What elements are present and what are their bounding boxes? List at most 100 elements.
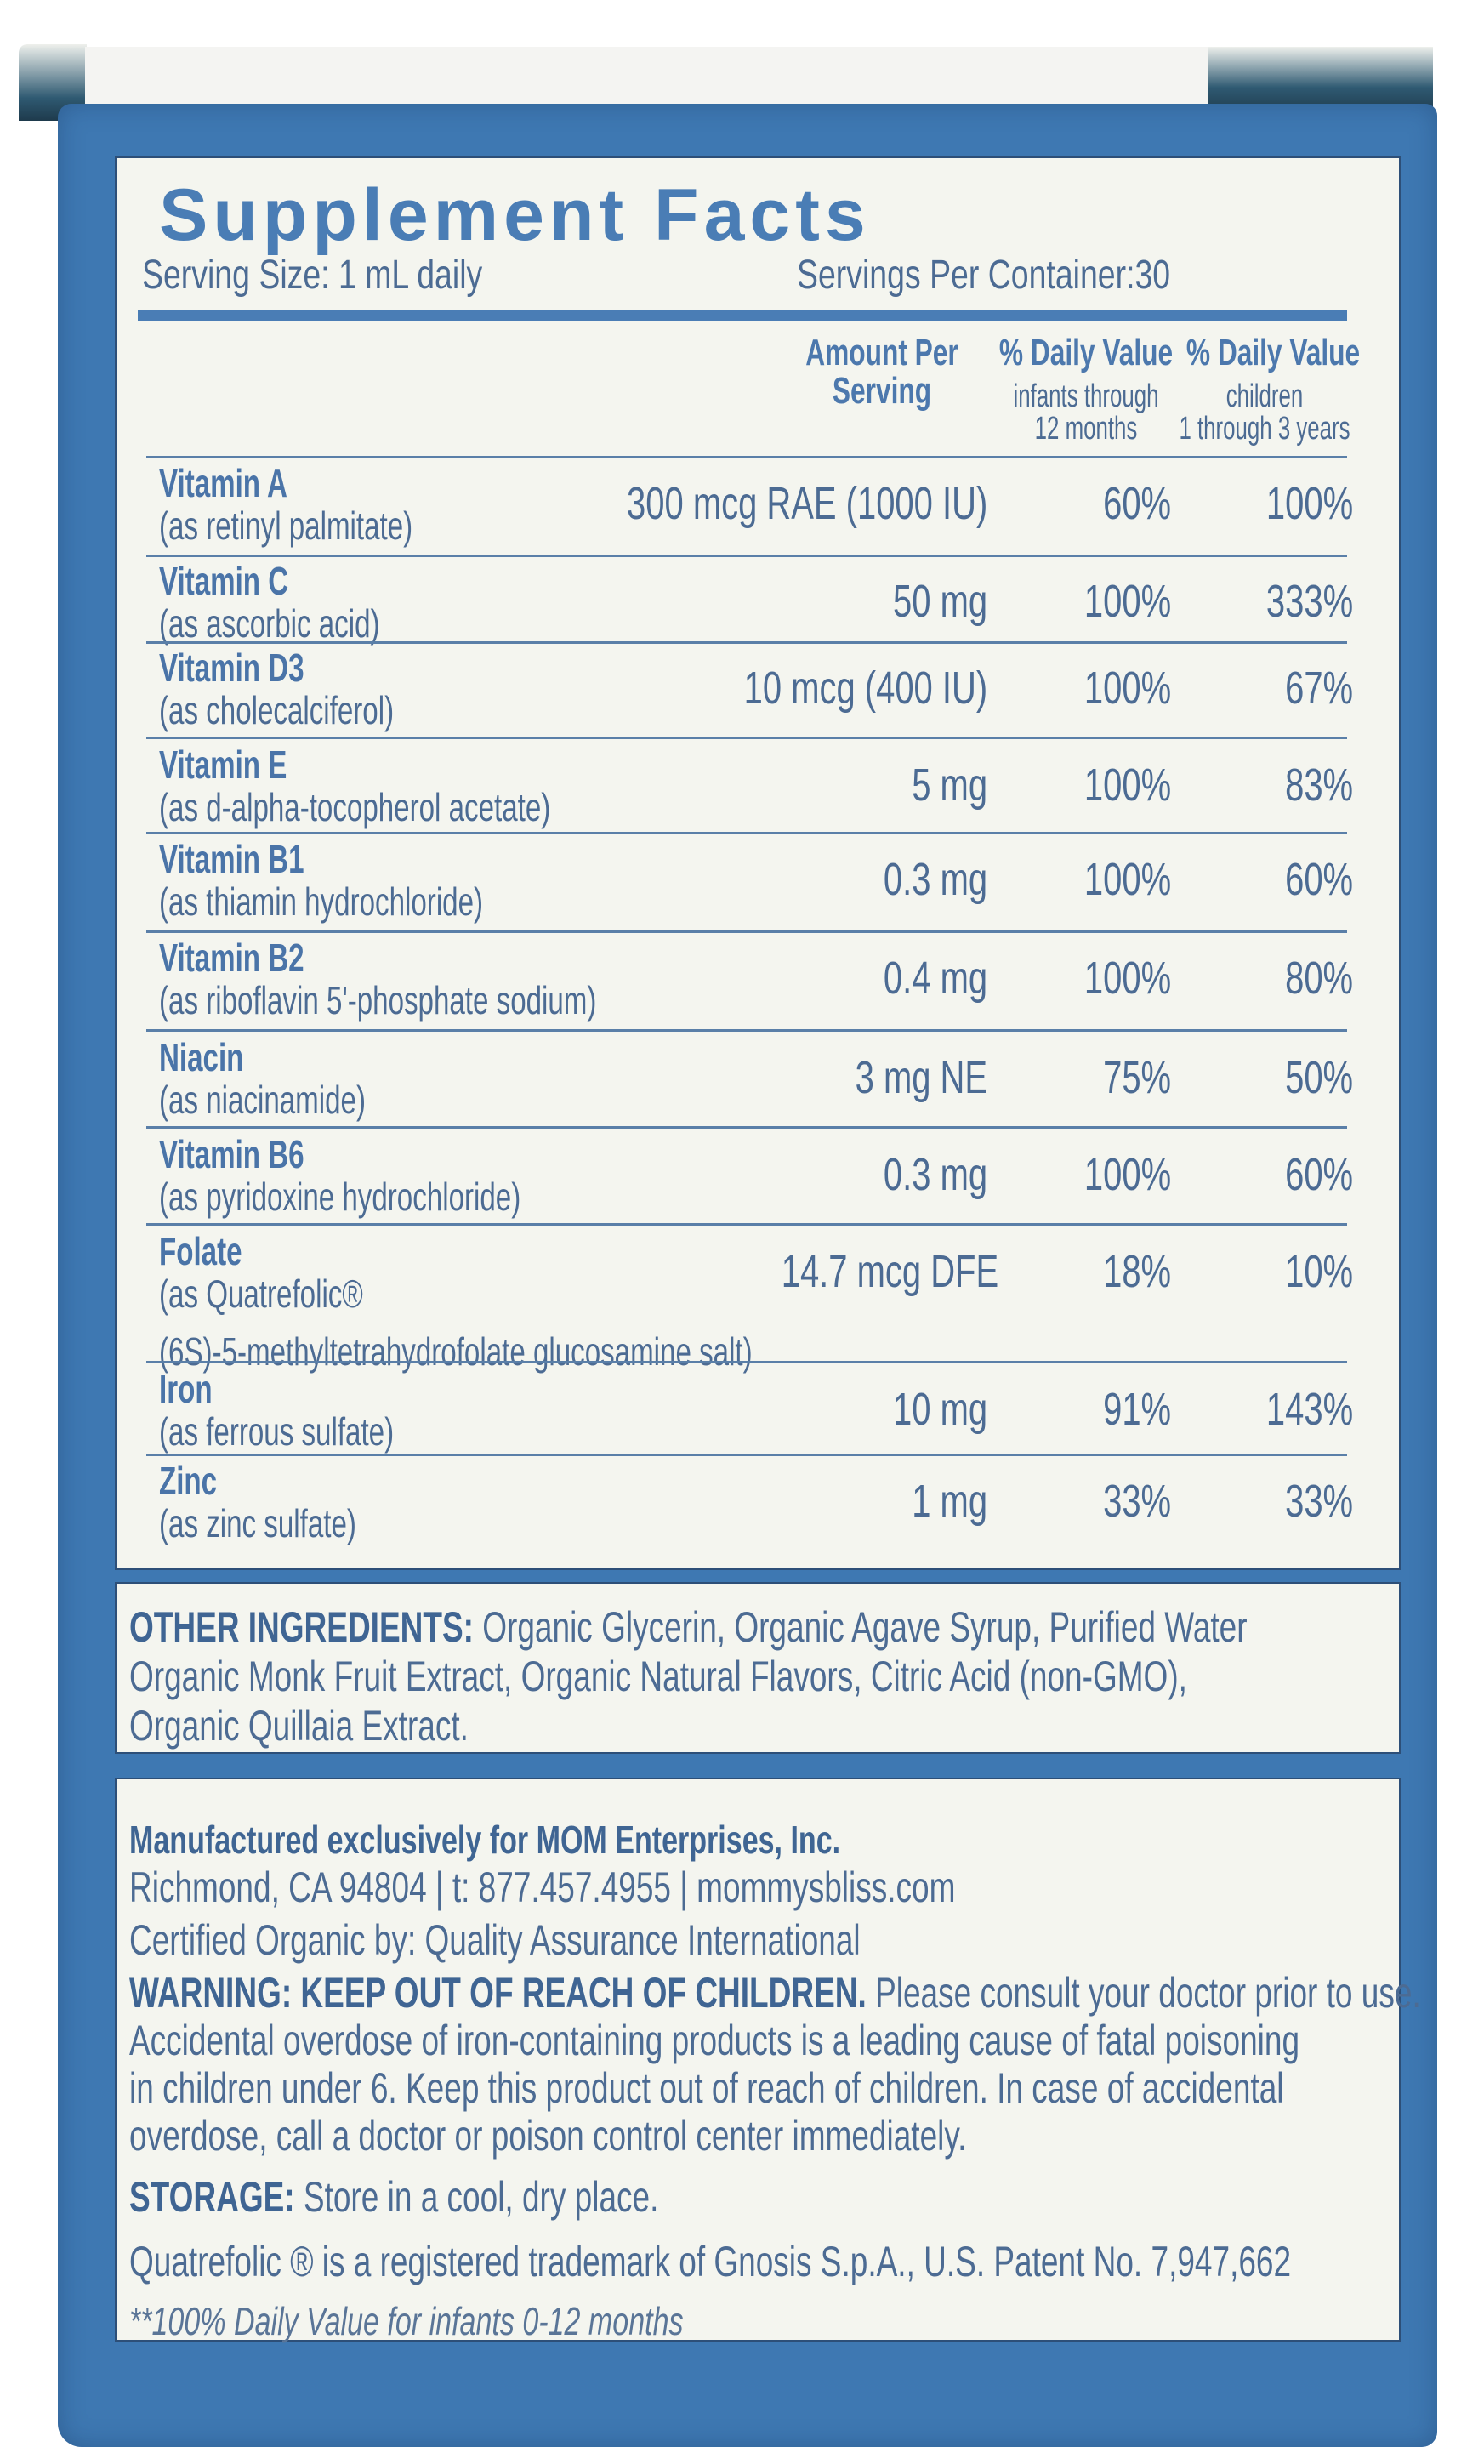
nutrient-dv-child: 333%	[1265, 576, 1353, 627]
nutrient-dv-infant: 100%	[1083, 760, 1171, 811]
col-header-amount-2: Serving	[832, 370, 932, 412]
nutrient-amount: 0.3 mg	[883, 1149, 987, 1200]
nutrient-dv-child: 60%	[1285, 854, 1353, 905]
serving-size: Serving Size: 1 mL daily	[142, 253, 483, 298]
thick-divider	[138, 310, 1347, 321]
supplement-facts-panel: Supplement Facts Serving Size: 1 mL dail…	[115, 156, 1401, 1570]
other-ingredients-line2: Organic Monk Fruit Extract, Organic Natu…	[129, 1653, 1187, 1700]
nutrient-name: Folate	[159, 1229, 242, 1273]
col-header-dv-infant-sub1: infants through	[1013, 378, 1159, 414]
row-divider	[146, 1361, 1347, 1363]
nutrient-name: Vitamin A	[159, 461, 287, 505]
servings-per-container: Servings Per Container:30	[797, 253, 1171, 298]
row-divider	[146, 832, 1347, 834]
nutrient-dv-child: 10%	[1285, 1246, 1353, 1297]
nutrient-name: Zinc	[159, 1459, 218, 1503]
nutrient-dv-child: 67%	[1285, 663, 1353, 714]
nutrient-dv-child: 83%	[1285, 760, 1353, 811]
nutrient-name: Vitamin B1	[159, 837, 304, 881]
nutrient-name: Vitamin E	[159, 743, 287, 787]
certified-organic-line: Certified Organic by: Quality Assurance …	[129, 1916, 861, 1964]
col-header-dv-child: % Daily Value	[1185, 332, 1361, 373]
row-divider	[146, 1454, 1347, 1456]
nutrient-dv-infant: 100%	[1083, 1149, 1171, 1200]
warning-heading: WARNING: KEEP OUT OF REACH OF CHILDREN.	[129, 1969, 867, 2017]
other-ingredients-line1: OTHER INGREDIENTS: Organic Glycerin, Org…	[129, 1602, 1248, 1652]
nutrient-dv-child: 60%	[1285, 1149, 1353, 1200]
nutrient-dv-infant: 100%	[1083, 663, 1171, 714]
storage-line: STORAGE: Store in a cool, dry place.	[129, 2172, 658, 2222]
nutrient-source: (as cholecalciferol)	[159, 688, 395, 732]
nutrient-amount: 0.4 mg	[883, 953, 987, 1004]
manufacturer-info-panel: Manufactured exclusively for MOM Enterpr…	[115, 1778, 1421, 2343]
other-ingredients-panel: OTHER INGREDIENTS: Organic Glycerin, Org…	[115, 1582, 1401, 1754]
nutrient-source-line2: (6S)-5-methyltetrahydrofolate glucosamin…	[159, 1329, 753, 1374]
nutrient-amount: 300 mcg RAE (1000 IU)	[626, 478, 987, 529]
nutrient-source: (as pyridoxine hydrochloride)	[159, 1175, 521, 1219]
nutrient-dv-infant: 33%	[1103, 1476, 1171, 1527]
nutrient-dv-child: 50%	[1285, 1052, 1353, 1103]
storage-text: Store in a cool, dry place.	[294, 2173, 659, 2221]
nutrient-amount: 50 mg	[892, 576, 987, 627]
nutrient-source: (as zinc sulfate)	[159, 1501, 356, 1545]
col-header-dv-child-sub1: children	[1225, 378, 1304, 414]
row-divider	[146, 641, 1347, 644]
nutrient-dv-child: 143%	[1265, 1384, 1353, 1435]
supplement-facts-title: Supplement Facts	[159, 174, 871, 256]
nutrient-dv-infant: 91%	[1103, 1384, 1171, 1435]
nutrient-dv-infant: 100%	[1083, 854, 1171, 905]
row-divider	[146, 1029, 1347, 1032]
nutrient-name: Vitamin D3	[159, 646, 304, 690]
nutrient-amount: 5 mg	[912, 760, 987, 811]
col-header-dv-child-sub2: 1 through 3 years	[1179, 411, 1350, 447]
other-ingredients-heading: OTHER INGREDIENTS:	[129, 1603, 474, 1651]
contact-line: Richmond, CA 94804 | t: 877.457.4955 | m…	[129, 1864, 956, 1911]
manufacturer-line: Manufactured exclusively for MOM Enterpr…	[129, 1818, 841, 1862]
col-header-dv-infant: % Daily Value	[998, 332, 1174, 373]
nutrient-dv-infant: 18%	[1103, 1246, 1171, 1297]
warning-text: Please consult your doctor prior to use.	[866, 1969, 1421, 2017]
nutrient-name: Niacin	[159, 1035, 244, 1079]
row-divider	[146, 1223, 1347, 1226]
nutrient-dv-child: 33%	[1285, 1476, 1353, 1527]
nutrient-name: Vitamin C	[159, 559, 289, 603]
header-divider	[146, 456, 1347, 458]
storage-heading: STORAGE:	[129, 2173, 295, 2221]
nutrient-amount: 10 mcg (400 IU)	[743, 663, 987, 714]
footnote: **100% Daily Value for infants 0-12 mont…	[129, 2299, 684, 2343]
trademark-line: Quatrefolic ® is a registered trademark …	[129, 2238, 1292, 2285]
row-divider	[146, 737, 1347, 739]
nutrient-source: (as niacinamide)	[159, 1078, 366, 1122]
nutrient-source: (as riboflavin 5'-phosphate sodium)	[159, 978, 597, 1022]
nutrient-name: Vitamin B2	[159, 936, 304, 980]
nutrient-dv-child: 80%	[1285, 953, 1353, 1004]
nutrient-dv-infant: 75%	[1103, 1052, 1171, 1103]
col-header-amount-1: Amount Per	[805, 332, 958, 373]
nutrient-amount: 1 mg	[912, 1476, 987, 1527]
nutrient-amount: 3 mg NE	[855, 1052, 987, 1103]
other-ingredients-text: Organic Glycerin, Organic Agave Syrup, P…	[473, 1603, 1248, 1651]
box-flap-top	[85, 47, 1208, 115]
nutrient-dv-child: 100%	[1265, 478, 1353, 529]
nutrient-source: (as ascorbic acid)	[159, 601, 380, 646]
nutrient-source: (as d-alpha-tocopherol acetate)	[159, 785, 551, 829]
nutrient-dv-infant: 60%	[1103, 478, 1171, 529]
nutrient-name: Vitamin B6	[159, 1132, 304, 1176]
nutrient-source: (as Quatrefolic®	[159, 1272, 363, 1316]
nutrient-amount: 10 mg	[892, 1384, 987, 1435]
row-divider	[146, 930, 1347, 933]
row-divider	[146, 1126, 1347, 1129]
box-flap-right	[1208, 47, 1433, 115]
col-header-dv-infant-sub2: 12 months	[1034, 411, 1138, 447]
nutrient-amount: 0.3 mg	[883, 854, 987, 905]
row-divider	[146, 555, 1347, 557]
warning-line3: in children under 6. Keep this product o…	[129, 2064, 1284, 2112]
warning-line1: WARNING: KEEP OUT OF REACH OF CHILDREN. …	[129, 1968, 1421, 2017]
warning-line4: overdose, call a doctor or poison contro…	[129, 2112, 967, 2160]
nutrient-dv-infant: 100%	[1083, 576, 1171, 627]
warning-line2: Accidental overdose of iron-containing p…	[129, 2017, 1300, 2064]
nutrient-source: (as retinyl palmitate)	[159, 504, 413, 548]
nutrient-dv-infant: 100%	[1083, 953, 1171, 1004]
nutrient-amount: 14.7 mcg DFE	[781, 1246, 998, 1297]
nutrient-name: Iron	[159, 1367, 213, 1411]
